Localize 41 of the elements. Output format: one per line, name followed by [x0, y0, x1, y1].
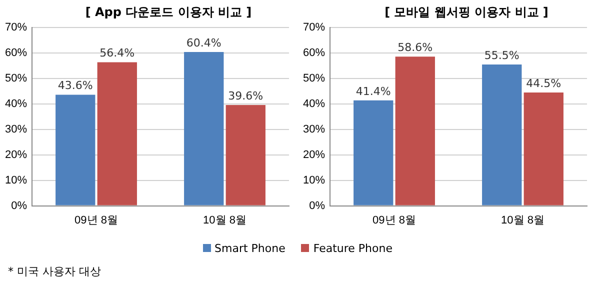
text: 44.5%: [526, 76, 562, 90]
text: 56.4%: [100, 46, 135, 60]
bar: [97, 62, 137, 206]
y-tick-label: 40%: [4, 98, 28, 110]
bar: [56, 94, 96, 206]
y-tick-label: 10%: [4, 174, 28, 186]
chart-title: [ App 다운로드 이용자 비교 ]: [84, 4, 253, 21]
text: 39.6%: [228, 89, 264, 102]
chart-title: [ 모바일 웹서핑 이용자 비교 ]: [384, 4, 550, 21]
x-tick-label: 09년 8월: [74, 214, 118, 226]
text: 60.4%: [186, 36, 222, 50]
y-tick-label: 60%: [302, 47, 326, 60]
y-tick-label: 10%: [302, 174, 326, 186]
bar: [524, 92, 564, 206]
y-tick-label: 70%: [302, 22, 326, 34]
y-tick-label: 30%: [4, 123, 28, 136]
y-tick-label: 70%: [4, 22, 28, 34]
bar: [226, 104, 266, 206]
y-tick-label: 0%: [11, 200, 28, 212]
y-tick-label: 30%: [302, 123, 326, 136]
legend-label: Smart Phone: [214, 242, 286, 255]
bar: [354, 100, 394, 206]
y-tick-label: 50%: [4, 72, 28, 85]
bar: [184, 52, 224, 206]
x-tick-label: 10월 8월: [203, 214, 246, 226]
y-tick-label: 60%: [4, 47, 28, 60]
legend-label: Feature Phone: [312, 242, 392, 255]
x-tick-label: 09년 8월: [372, 214, 416, 226]
bar: [482, 64, 522, 206]
text: 41.4%: [356, 84, 391, 98]
x-tick-label: 10월 8월: [501, 214, 544, 226]
y-tick-label: 20%: [302, 148, 326, 161]
text: * 미국 사용자 대상: [8, 264, 101, 279]
y-tick-label: 50%: [302, 72, 326, 85]
y-tick-label: 40%: [302, 98, 326, 110]
y-tick-label: 20%: [4, 148, 28, 161]
y-tick-label: 0%: [309, 200, 326, 212]
text: 43.6%: [58, 79, 93, 92]
bar: [395, 56, 435, 206]
text: 55.5%: [484, 48, 520, 62]
text: 58.6%: [398, 40, 433, 54]
